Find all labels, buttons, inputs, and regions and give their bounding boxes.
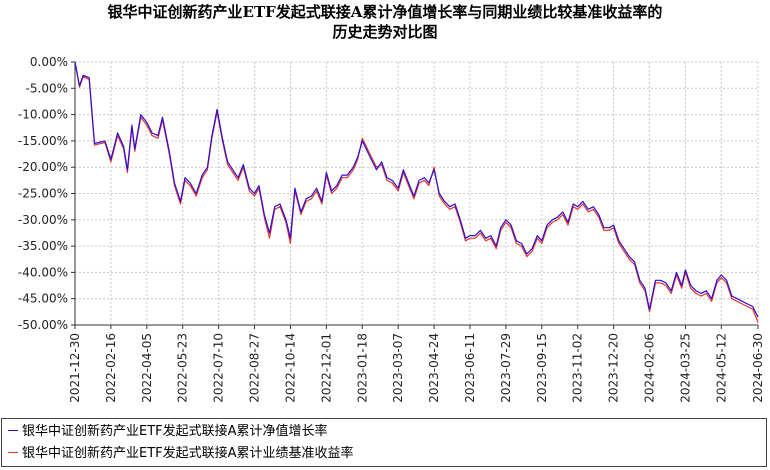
x-tick-labels: 2021-12-30 2022-02-16 2022-04-05 2022-05-23… [68, 333, 765, 403]
y-tick-labels: 0.00% -5.00% -10.00% -15.00% -20.00% -25.00% -… [18, 55, 68, 332]
x-tick-label: 2022-05-23 [176, 333, 190, 403]
y-tick-label: -45.00% [18, 292, 68, 306]
x-tick-label: 2024-03-25 [678, 333, 692, 403]
line-chart: 0.00% -5.00% -10.00% -15.00% -20.00% -25.00% -… [18, 55, 765, 403]
series-line-nav [74, 61, 759, 318]
y-tick-label: -10.00% [18, 108, 68, 122]
x-tick-label: 2022-12-01 [319, 333, 333, 403]
x-tick-label: 2023-01-18 [355, 333, 369, 403]
y-tick-label: -15.00% [18, 134, 68, 148]
x-tick-label: 2022-02-16 [104, 333, 118, 403]
chart-title: 银华中证创新药产业ETF发起式联接A累计净值增长率与同期业绩比较基准收益率的 历… [0, 2, 770, 42]
axes [71, 61, 759, 329]
x-tick-label: 2023-07-29 [499, 333, 513, 403]
x-tick-label: 2022-10-14 [283, 333, 297, 403]
x-tick-label: 2023-03-07 [391, 333, 405, 403]
y-tick-label: -40.00% [18, 265, 68, 279]
x-tick-label: 2022-07-10 [212, 333, 226, 403]
legend-label-benchmark: 银华中证创新药产业ETF发起式联接A累计业绩基准收益率 [22, 446, 354, 461]
chart-title-line-2: 历史走势对比图 [332, 23, 438, 41]
series-lines [74, 61, 759, 323]
legend-swatch-benchmark [8, 452, 18, 453]
y-tick-label: -25.00% [18, 187, 68, 201]
legend-item-benchmark: 银华中证创新药产业ETF发起式联接A累计业绩基准收益率 [8, 444, 354, 464]
x-tick-label: 2022-04-05 [140, 333, 154, 403]
legend-swatch-nav [8, 430, 18, 431]
y-tick-label: -20.00% [18, 160, 68, 174]
y-tick-label: -50.00% [18, 318, 68, 332]
x-tick-label: 2022-08-27 [248, 333, 262, 403]
y-tick-label: -30.00% [18, 213, 68, 227]
x-tick-label: 2024-06-30 [751, 333, 765, 403]
x-tick-label: 2024-05-12 [714, 333, 728, 403]
y-tick-label: -35.00% [18, 239, 68, 253]
x-tick-label: 2024-02-06 [643, 333, 657, 403]
chart-title-line-1: 银华中证创新药产业ETF发起式联接A累计净值增长率与同期业绩比较基准收益率的 [107, 3, 663, 21]
x-tick-label: 2023-09-15 [535, 333, 549, 403]
x-tick-label: 2023-04-24 [427, 333, 441, 403]
legend-label-nav: 银华中证创新药产业ETF发起式联接A累计净值增长率 [22, 424, 328, 439]
legend: 银华中证创新药产业ETF发起式联接A累计净值增长率 银华中证创新药产业ETF发起… [1, 418, 767, 467]
y-tick-label: -5.00% [26, 81, 68, 95]
y-tick-label: 0.00% [30, 55, 68, 69]
x-tick-label: 2021-12-30 [68, 333, 82, 403]
legend-item-nav: 银华中证创新药产业ETF发起式联接A累计净值增长率 [8, 422, 328, 442]
x-tick-label: 2023-12-20 [607, 333, 621, 403]
x-tick-label: 2023-06-11 [463, 333, 477, 403]
x-tick-label: 2023-11-02 [571, 333, 585, 403]
